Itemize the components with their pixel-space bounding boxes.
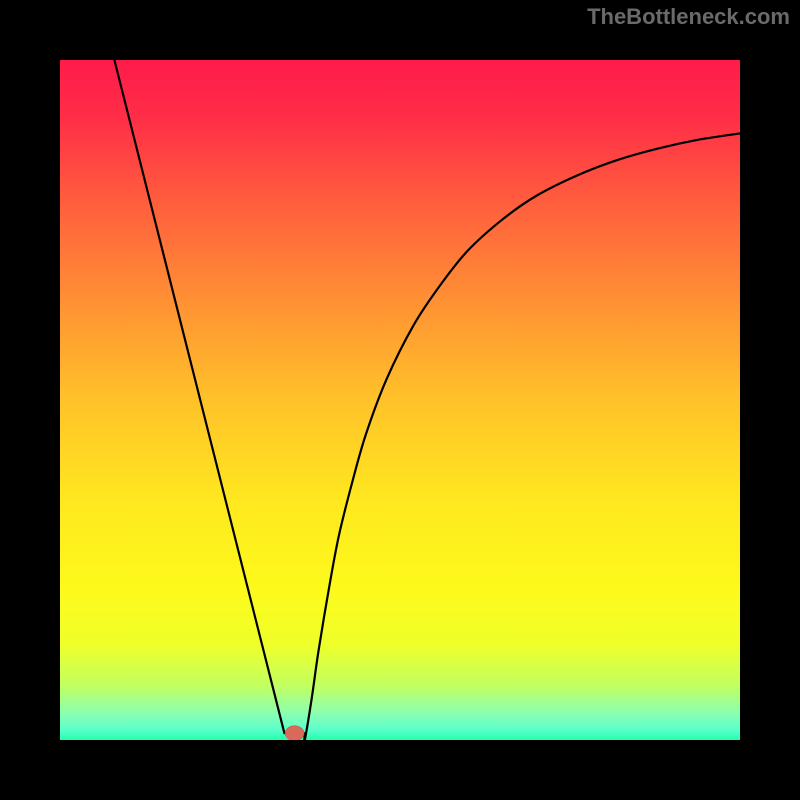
chart-svg [0, 0, 800, 800]
plot-background [60, 60, 740, 740]
watermark-text: TheBottleneck.com [587, 4, 790, 30]
optimum-marker [285, 726, 304, 741]
bottleneck-chart: TheBottleneck.com [0, 0, 800, 800]
